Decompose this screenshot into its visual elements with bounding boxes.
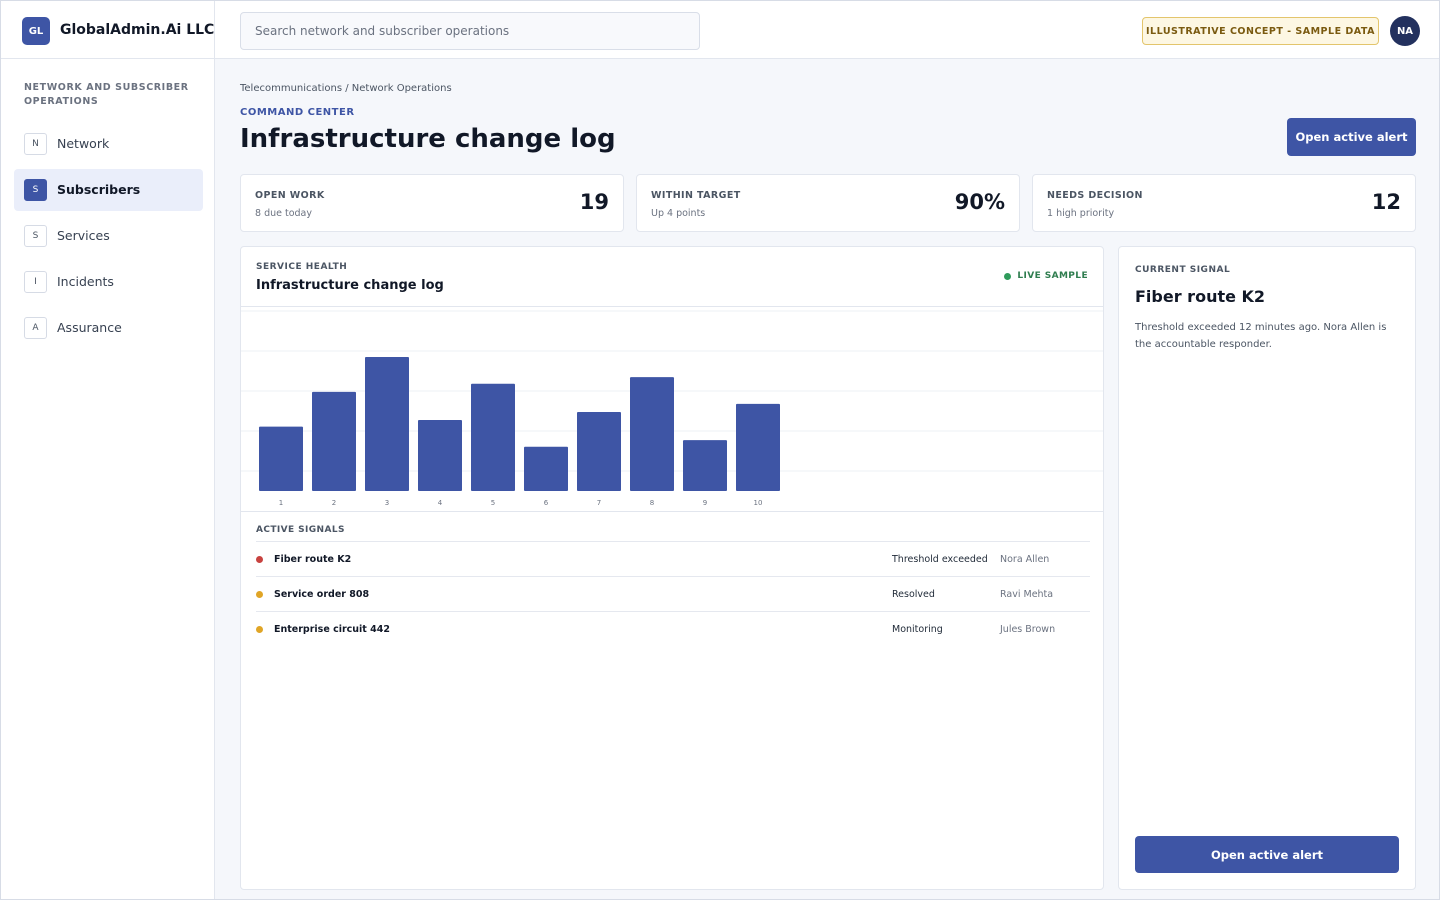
status-dot-icon (256, 556, 263, 563)
chart-bar[interactable] (259, 426, 303, 491)
live-dot-icon (1004, 272, 1012, 280)
chart-bar[interactable] (524, 446, 568, 491)
chart-bar[interactable] (365, 357, 409, 491)
chart-bar[interactable] (577, 411, 621, 491)
panel-title: Infrastructure change log (256, 278, 444, 293)
active-signals-heading: ACTIVE SIGNALS (256, 525, 345, 535)
signal-status: Monitoring (892, 624, 943, 635)
live-sample-label: LIVE SAMPLE (1017, 271, 1088, 281)
brand-name: GlobalAdmin.Ai LLC (60, 22, 215, 38)
current-signal-title: Fiber route K2 (1135, 287, 1266, 306)
subscribers-icon: S (24, 179, 47, 201)
signal-row[interactable]: Enterprise circuit 442 Monitoring Jules … (256, 611, 1090, 646)
metric-subtext: Up 4 points (651, 208, 706, 219)
sidebar-item-label: Incidents (57, 274, 114, 289)
x-tick-label: 4 (438, 499, 443, 507)
x-tick-label: 9 (703, 499, 707, 507)
top-bar: GL GlobalAdmin.Ai LLC ILLUSTRATIVE CONCE… (1, 1, 1439, 59)
signal-owner: Ravi Mehta (1000, 589, 1054, 600)
panel-eyebrow: SERVICE HEALTH (256, 262, 348, 272)
current-signal-eyebrow: CURRENT SIGNAL (1135, 265, 1231, 275)
x-tick-label: 6 (544, 499, 549, 507)
signal-name: Service order 808 (274, 589, 370, 600)
signal-row[interactable]: Fiber route K2 Threshold exceeded Nora A… (256, 541, 1090, 576)
service-health-panel: SERVICE HEALTH Infrastructure change log… (240, 246, 1104, 890)
divider (241, 306, 1103, 307)
signal-owner: Nora Allen (1000, 554, 1050, 565)
x-tick-label: 5 (491, 499, 495, 507)
sidebar: NETWORK AND SUBSCRIBER OPERATIONS N Netw… (1, 59, 215, 899)
x-tick-label: 3 (385, 499, 389, 507)
metric-card-needs-decision: NEEDS DECISION 1 high priority 12 (1032, 174, 1416, 232)
signal-status: Threshold exceeded (892, 554, 988, 565)
status-dot-icon (256, 626, 263, 633)
metric-value: 12 (1371, 190, 1401, 214)
current-signal-panel: CURRENT SIGNAL Fiber route K2 Threshold … (1118, 246, 1416, 890)
sidebar-heading: NETWORK AND SUBSCRIBER OPERATIONS (24, 82, 189, 107)
chart-bar[interactable] (312, 391, 356, 491)
active-signals-list: Fiber route K2 Threshold exceeded Nora A… (256, 541, 1090, 646)
current-signal-description: Threshold exceeded 12 minutes ago. Nora … (1135, 322, 1387, 350)
brand[interactable]: GL GlobalAdmin.Ai LLC (1, 1, 215, 59)
signal-name: Fiber route K2 (274, 554, 352, 565)
metric-value: 90% (954, 190, 1005, 214)
sidebar-item-network[interactable]: N Network (14, 123, 203, 165)
sample-data-badge: ILLUSTRATIVE CONCEPT - SAMPLE DATA (1142, 17, 1379, 45)
bar-chart: 1 2 3 4 5 6 7 8 9 10 (241, 310, 1103, 507)
sidebar-item-label: Assurance (57, 320, 122, 335)
metric-subtext: 8 due today (255, 208, 312, 219)
live-sample-badge: LIVE SAMPLE (1004, 271, 1088, 281)
metric-label: WITHIN TARGET (651, 190, 741, 201)
metric-subtext: 1 high priority (1047, 208, 1115, 219)
network-icon: N (24, 133, 47, 155)
incidents-icon: I (24, 271, 47, 293)
search-input[interactable] (240, 12, 700, 50)
assurance-icon: A (24, 317, 47, 339)
metric-card-open-work: OPEN WORK 8 due today 19 (240, 174, 624, 232)
divider (241, 511, 1103, 512)
sidebar-item-assurance[interactable]: A Assurance (14, 307, 203, 349)
sidebar-item-services[interactable]: S Services (14, 215, 203, 257)
metric-value: 19 (579, 190, 609, 214)
chart-bar[interactable] (736, 403, 780, 491)
signal-row[interactable]: Service order 808 Resolved Ravi Mehta (256, 576, 1090, 611)
chart-bar[interactable] (630, 377, 674, 491)
open-active-alert-button[interactable]: Open active alert (1287, 118, 1416, 156)
x-tick-label: 8 (650, 499, 654, 507)
signal-owner: Jules Brown (1000, 624, 1056, 635)
user-avatar[interactable]: NA (1390, 16, 1420, 46)
x-tick-label: 10 (754, 499, 763, 507)
chart-bar[interactable] (683, 440, 727, 491)
x-tick-label: 2 (332, 499, 336, 507)
open-active-alert-button[interactable]: Open active alert (1135, 836, 1399, 873)
sidebar-item-label: Services (57, 228, 110, 243)
brand-logo: GL (22, 17, 50, 45)
sidebar-item-subscribers[interactable]: S Subscribers (14, 169, 203, 211)
sidebar-item-label: Subscribers (57, 182, 141, 197)
services-icon: S (24, 225, 47, 247)
chart-bar[interactable] (418, 419, 462, 491)
x-tick-label: 1 (279, 499, 283, 507)
metric-card-within-target: WITHIN TARGET Up 4 points 90% (636, 174, 1020, 232)
sidebar-item-label: Network (57, 136, 110, 151)
signal-name: Enterprise circuit 442 (274, 624, 390, 635)
sidebar-item-incidents[interactable]: I Incidents (14, 261, 203, 303)
signal-status: Resolved (892, 589, 935, 600)
chart-bar[interactable] (471, 383, 515, 491)
metric-label: NEEDS DECISION (1047, 190, 1143, 201)
x-tick-label: 7 (597, 499, 601, 507)
breadcrumb: Telecommunications / Network Operations (240, 83, 452, 94)
page-title: Infrastructure change log (240, 124, 616, 154)
status-dot-icon (256, 591, 263, 598)
metric-label: OPEN WORK (255, 190, 325, 201)
page-eyebrow: COMMAND CENTER (240, 107, 355, 118)
